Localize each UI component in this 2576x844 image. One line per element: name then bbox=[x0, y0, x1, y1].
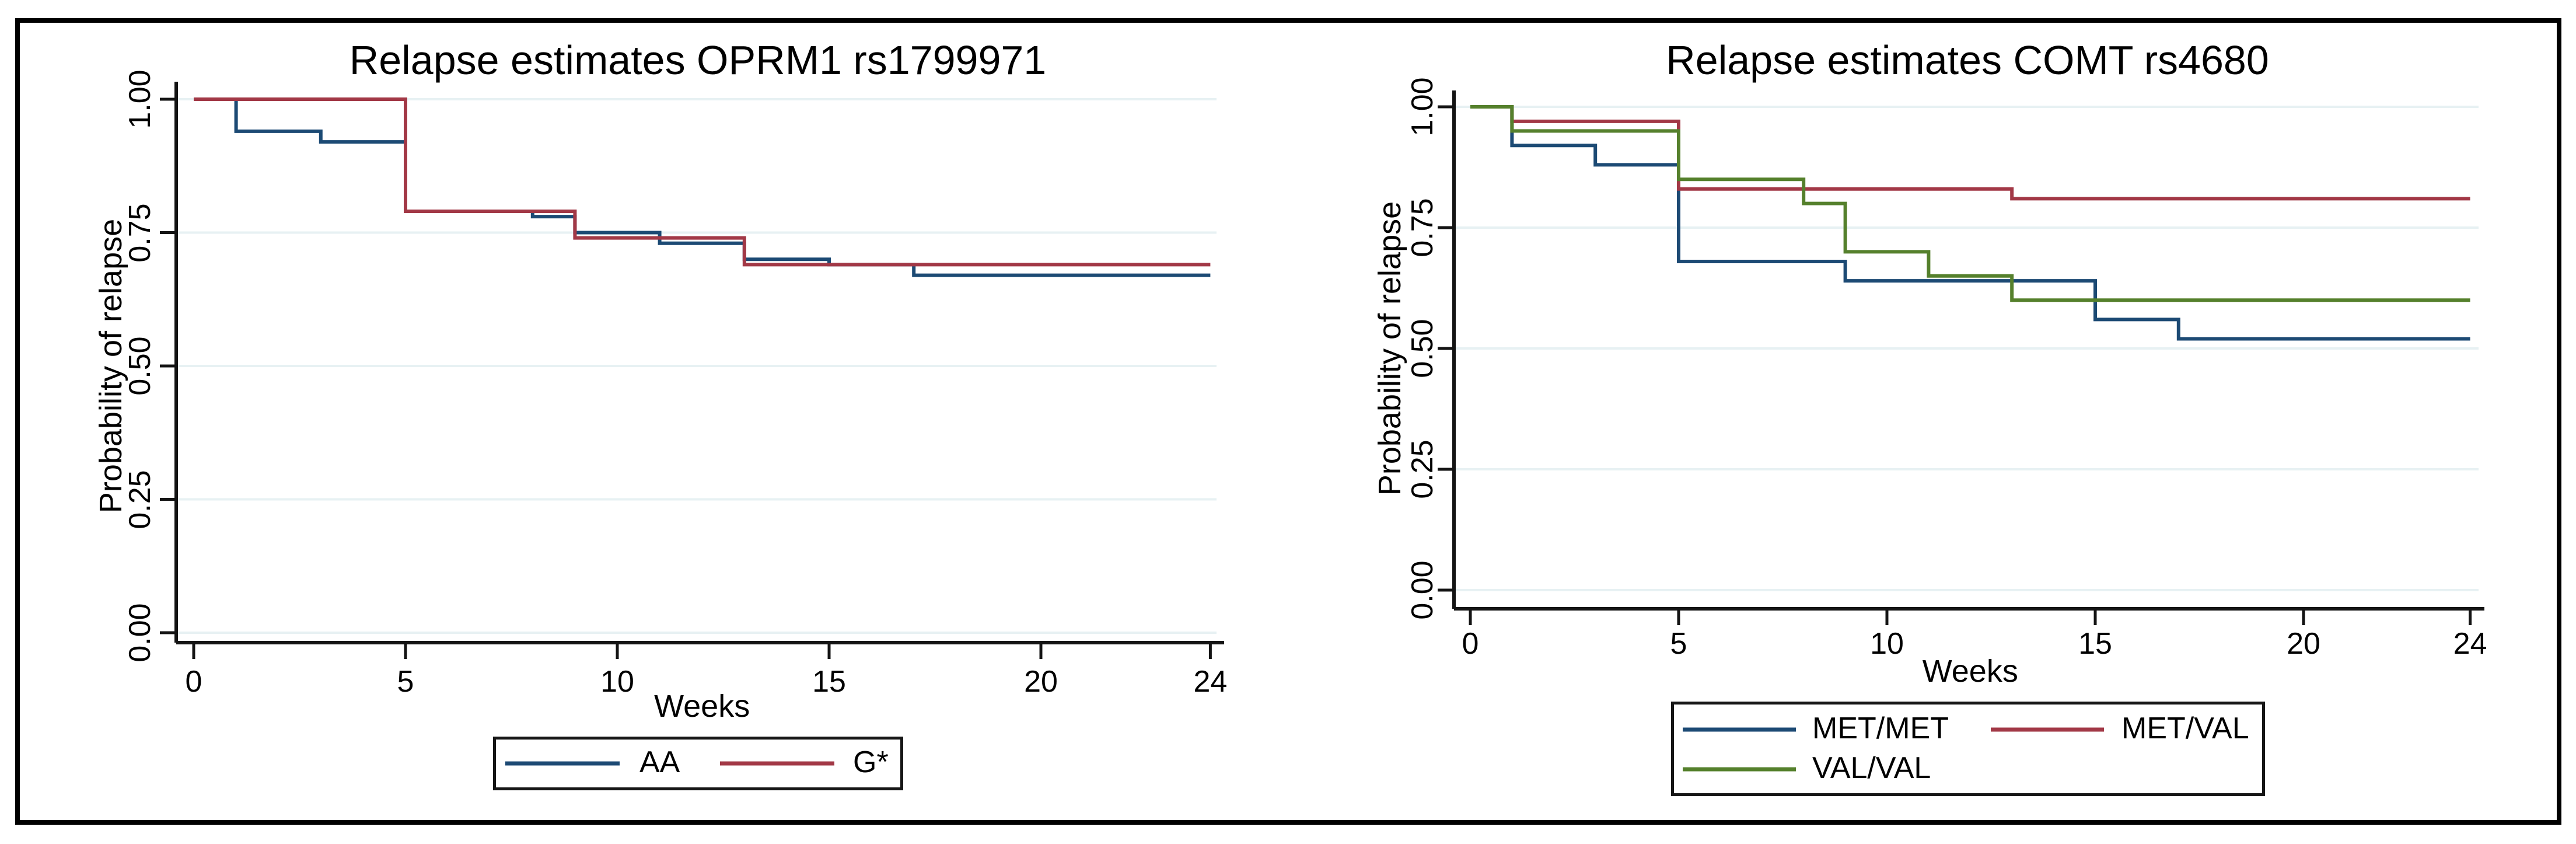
x-tick-label: 5 bbox=[397, 665, 414, 699]
survival-curve-met-val bbox=[1470, 105, 2470, 201]
legend-box bbox=[1671, 702, 2265, 796]
x-tick-label: 15 bbox=[2078, 627, 2112, 661]
x-tick-label: 20 bbox=[1024, 665, 1058, 699]
legend-label: AA bbox=[639, 745, 680, 779]
legend-label: G* bbox=[853, 745, 889, 779]
y-tick-label: 0.50 bbox=[1406, 319, 1439, 378]
legend-key-line-g- bbox=[720, 761, 834, 766]
survival-curve-met-met bbox=[1470, 105, 2470, 341]
y-axis-label-right: Probability of relapse bbox=[1372, 201, 1407, 496]
y-tick-label: 0.75 bbox=[1406, 198, 1439, 257]
legend-label: MET/MET bbox=[1812, 711, 1949, 745]
x-tick-label: 10 bbox=[1870, 627, 1904, 661]
survival-curve-aa bbox=[194, 97, 1211, 277]
y-tick-label: 0.00 bbox=[1406, 560, 1439, 620]
x-axis-label-right: Weeks bbox=[1922, 654, 2018, 689]
x-tick-label: 20 bbox=[2287, 627, 2320, 661]
y-axis-label-left: Probability of relapse bbox=[93, 218, 128, 514]
x-tick-label: 10 bbox=[600, 665, 634, 699]
chart-title-oprm1: Relapse estimates OPRM1 rs1799971 bbox=[349, 37, 1047, 83]
x-tick-label: 0 bbox=[1462, 627, 1479, 661]
y-tick-label: 0.50 bbox=[123, 336, 157, 396]
y-tick-label: 1.00 bbox=[1406, 77, 1439, 137]
legend-label: VAL/VAL bbox=[1812, 751, 1931, 785]
y-tick-label: 0.25 bbox=[1406, 440, 1439, 499]
legend-key-line-val-val bbox=[1683, 767, 1796, 772]
x-tick-label: 24 bbox=[1193, 665, 1228, 699]
survival-curve-val-val bbox=[1470, 105, 2470, 302]
chart-title-comt: Relapse estimates COMT rs4680 bbox=[1666, 37, 2269, 83]
legend-key-line-met-met bbox=[1683, 727, 1796, 732]
y-tick-label: 0.25 bbox=[123, 469, 157, 529]
x-tick-label: 15 bbox=[812, 665, 846, 699]
survival-curve-g- bbox=[194, 97, 1211, 267]
x-tick-label: 0 bbox=[185, 665, 202, 699]
y-tick-label: 1.00 bbox=[123, 69, 157, 129]
x-axis-label-left: Weeks bbox=[654, 689, 750, 724]
legend-key-line-met-val bbox=[1991, 727, 2104, 732]
x-tick-label: 5 bbox=[1670, 627, 1687, 661]
x-tick-label: 24 bbox=[2453, 627, 2487, 661]
legend-label: MET/VAL bbox=[2121, 711, 2249, 745]
y-tick-label: 0.75 bbox=[123, 203, 157, 263]
figure-border bbox=[15, 18, 2561, 825]
legend-key-line-aa bbox=[505, 761, 620, 766]
y-tick-label: 0.00 bbox=[123, 603, 157, 662]
